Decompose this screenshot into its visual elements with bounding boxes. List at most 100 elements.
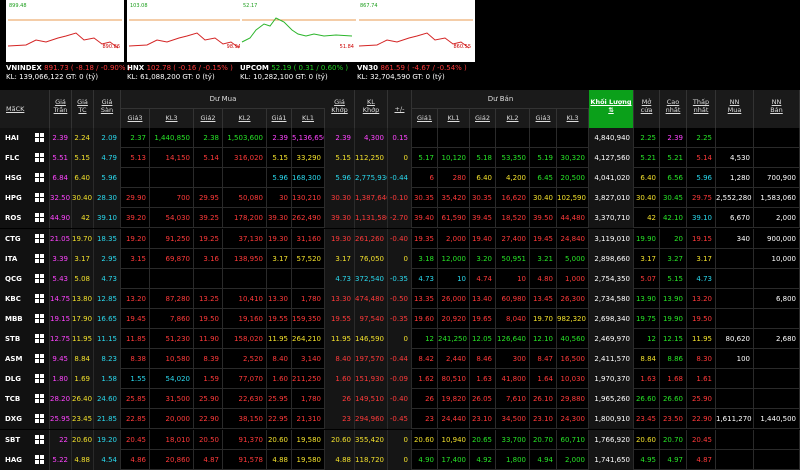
index-sparkline[interactable]: 52.17 51.84 [240,0,358,62]
header-sell-gia1[interactable]: Giá1 [412,109,438,128]
cell-symbol[interactable]: HSG [0,168,50,189]
table-row[interactable]: SBT 22 20.60 19.20 20.45 18,010 20.50 91,370 20.… [0,429,800,450]
cell-symbol[interactable]: HPG [0,188,50,209]
cell-symbol[interactable]: TCB [0,389,50,410]
cell-symbol[interactable]: STB [0,329,50,349]
grid-menu-icon[interactable] [35,273,44,283]
cell-symbol[interactable]: KBC [0,288,50,309]
header-buy-gia1[interactable]: Giá1 [267,109,292,128]
cell-b3: 4.86 [121,449,150,470]
cell-tc: 4.88 [72,449,94,470]
grid-menu-icon[interactable] [35,374,44,384]
header-gia-tran[interactable]: Giá Trần [50,90,72,128]
header-sell-kl2[interactable]: KL2 [496,109,530,128]
cell-symbol[interactable]: HAI [0,128,50,148]
grid-menu-icon[interactable] [35,233,44,243]
cell-symbol[interactable]: FLC [0,148,50,169]
grid-menu-icon[interactable] [35,153,44,163]
grid-menu-icon[interactable] [35,193,44,203]
header-kl-khop[interactable]: KL Khớp [355,90,388,128]
table-row[interactable]: CTG 21.05 19.70 18.35 19.20 91,250 19.25 37,130… [0,228,800,249]
header-ma-ck[interactable]: MãCK [0,90,50,128]
grid-menu-icon[interactable] [35,313,44,323]
grid-menu-icon[interactable] [35,253,44,263]
table-row[interactable]: HAG 5.22 4.88 4.54 4.86 20,860 4.87 91,578 4.88 1… [0,449,800,470]
header-buy-gia3[interactable]: Giá3 [121,109,150,128]
index-sparkline[interactable]: 899.48 890.86 [6,0,124,62]
header-change[interactable]: +/- [388,90,412,128]
header-sell-gia3[interactable]: Giá3 [530,109,557,128]
header-sell-gia2[interactable]: Giá2 [470,109,496,128]
table-row[interactable]: STB 12.75 11.95 11.15 11.85 51,230 11.90 158,02… [0,329,800,349]
header-buy-gia2[interactable]: Giá2 [194,109,223,128]
cell-symbol[interactable]: MBB [0,308,50,329]
table-row[interactable]: ASM 9.45 8.84 8.23 8.38 10,580 8.39 2,520 8.40 3,… [0,349,800,370]
header-sell-kl3[interactable]: KL3 [557,109,589,128]
header-buy-kl2[interactable]: KL2 [223,109,267,128]
grid-menu-icon[interactable] [35,454,44,464]
cell-ak1: 10,120 [438,148,470,169]
grid-menu-icon[interactable] [35,293,44,303]
cell-symbol[interactable]: DLG [0,369,50,390]
cell-symbol[interactable]: CTG [0,228,50,249]
header-nn-mua[interactable]: NN Mua [716,90,754,128]
table-row[interactable]: HSG 6.84 6.40 5.96 5.96 168,300 5.96 2,775,930-… [0,168,800,189]
cell-symbol[interactable]: DXG [0,409,50,430]
table-row[interactable]: HAI 2.39 2.24 2.09 2.37 1,440,850 2.38 1,503,60… [0,128,800,148]
cell-symbol[interactable]: ITA [0,248,50,269]
grid-menu-icon[interactable] [35,394,44,404]
cell-b3: 11.85 [121,329,150,349]
table-row[interactable]: ROS 44.90 42 39.10 39.20 54,030 39.25 178,200 39… [0,208,800,229]
grid-menu-icon[interactable] [35,414,44,424]
cell-b3: 8.38 [121,349,150,370]
cell-o: 3.17 [634,248,660,269]
header-gia-san[interactable]: Giá Sàn [94,90,121,128]
header-cao-nhat[interactable]: Cao nhất [660,90,687,128]
header-khoi-luong[interactable]: Khối Lượng ⇅ [589,90,634,128]
table-row[interactable]: MBB 19.15 17.90 16.65 19.45 7,860 19.50 19,160 1… [0,308,800,329]
index-sparkline[interactable]: 867.74 860.55 [357,0,475,62]
grid-menu-icon[interactable] [35,173,44,183]
cell-vol: 2,411,570 [589,349,634,370]
cell-symbol[interactable]: SBT [0,429,50,450]
table-row[interactable]: DXG 25.95 23.45 21.85 22.85 20,000 22.90 38,150… [0,409,800,430]
cell-b2: 1.59 [194,369,223,390]
table-row[interactable]: ITA 3.39 3.17 2.95 3.15 69,870 3.16 138,950 3.17… [0,248,800,269]
table-row[interactable]: TCB 28.20 26.40 24.60 25.85 31,500 25.90 22,630… [0,389,800,410]
grid-menu-icon[interactable] [35,213,44,223]
cell-a3: 3.21 [530,248,557,269]
cell-symbol[interactable]: ROS [0,208,50,229]
grid-menu-icon[interactable] [35,354,44,364]
cell-o: 30.40 [634,188,660,209]
header-mo-cua[interactable]: Mở cửa [634,90,660,128]
table-row[interactable]: FLC 5.51 5.15 4.79 5.13 14,150 5.14 316,020 5.15… [0,148,800,169]
cell-bk1: 21,310 [292,409,325,430]
header-thap-nhat[interactable]: Thấp nhất [687,90,716,128]
grid-menu-icon[interactable] [35,133,44,142]
cell-symbol[interactable]: QCG [0,268,50,289]
header-gia-tc[interactable]: Giá TC [72,90,94,128]
header-nn-ban[interactable]: NN Bán [754,90,800,128]
grid-menu-icon[interactable] [35,334,44,343]
cell-mk: 97,540 [355,308,388,329]
cell-nb: 1,280 [716,168,754,189]
cell-m: 23 [325,409,355,430]
cell-pm: -0.40 [388,389,412,410]
header-gia-khop[interactable]: Giá Khớp [325,90,355,128]
cell-tc: 1.69 [72,369,94,390]
index-sparkline[interactable]: 103.08 98.94 [127,0,245,62]
header-buy-kl3[interactable]: KL3 [150,109,194,128]
grid-menu-icon[interactable] [35,434,44,444]
cell-a3: 30.40 [530,188,557,209]
cell-sn: 8.23 [94,349,121,370]
table-row[interactable]: KBC 14.75 13.80 12.85 13.20 87,280 13.25 10,410… [0,288,800,309]
sparkline-path [241,17,353,43]
cell-symbol[interactable]: HAG [0,449,50,470]
cell-pm: -0.50 [388,288,412,309]
cell-symbol[interactable]: ASM [0,349,50,370]
table-row[interactable]: DLG 1.80 1.69 1.58 1.55 54,020 1.59 77,070 1.60 2… [0,369,800,390]
header-sell-kl1[interactable]: KL1 [438,109,470,128]
table-row[interactable]: QCG 5.43 5.08 4.73 4.73 372,540 -0.35 4.73 10 4.7… [0,268,800,289]
table-row[interactable]: HPG 32.50 30.40 28.30 29.90 700 29.95 50,080 30 1… [0,188,800,209]
header-buy-kl1[interactable]: KL1 [292,109,325,128]
